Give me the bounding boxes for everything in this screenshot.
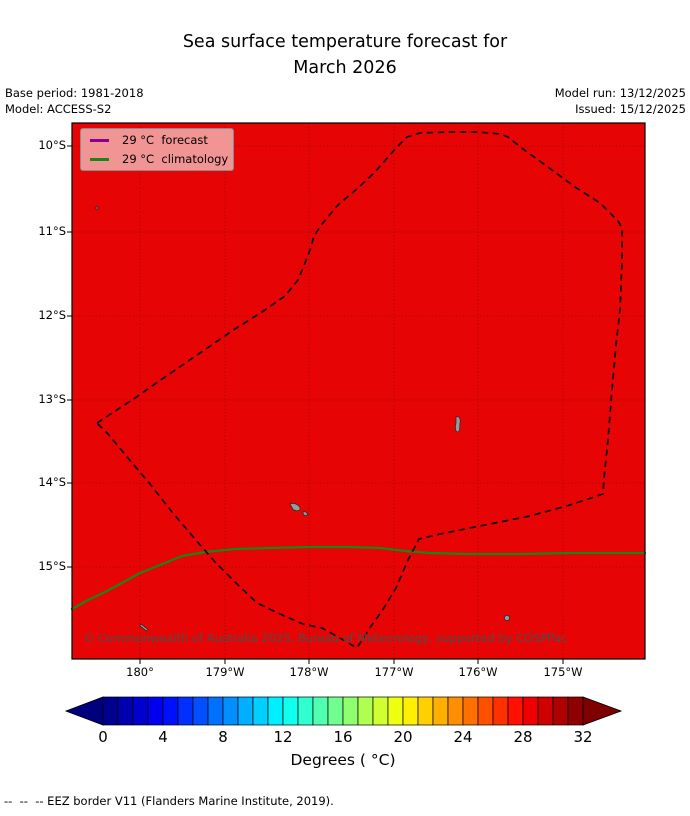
colorbar-tick-label: 0 bbox=[98, 728, 108, 746]
colorbar-cell bbox=[132, 696, 149, 726]
climatology-29c-contour bbox=[70, 545, 647, 611]
colorbar-cell bbox=[387, 696, 404, 726]
colorbar-cell bbox=[492, 696, 509, 726]
y-tick-label: 11°S bbox=[38, 224, 66, 238]
x-tick-label: 175°W bbox=[543, 665, 583, 679]
sea-fill bbox=[72, 123, 645, 659]
colorbar-label: Degrees ( °C) bbox=[290, 751, 396, 769]
sst-forecast-map bbox=[67, 122, 647, 664]
y-tick-label: 12°S bbox=[38, 308, 66, 322]
colorbar-cell bbox=[507, 696, 524, 726]
colorbar-cell bbox=[477, 696, 494, 726]
colorbar-cell bbox=[567, 696, 584, 726]
map-frame bbox=[71, 122, 646, 660]
legend-item: 29 °C climatology bbox=[81, 151, 233, 167]
colorbar-cell bbox=[552, 696, 569, 726]
colorbar-cell bbox=[447, 696, 464, 726]
colorbar-tick-label: 16 bbox=[333, 728, 353, 746]
colorbar-tick-label: 12 bbox=[273, 728, 293, 746]
island bbox=[503, 615, 510, 622]
island bbox=[139, 623, 149, 632]
colorbar-cell bbox=[237, 696, 254, 726]
colorbar-tick-label: 32 bbox=[573, 728, 593, 746]
eez-border-dashed bbox=[96, 131, 623, 649]
x-tick-label: 179°W bbox=[205, 665, 245, 679]
island bbox=[454, 416, 461, 433]
model-run-text: Model run: 13/12/2025 bbox=[554, 86, 686, 100]
y-tick-label: 13°S bbox=[38, 392, 66, 406]
x-tick-label: 176°W bbox=[458, 665, 498, 679]
colorbar-cell bbox=[522, 696, 539, 726]
colorbar-cell bbox=[177, 696, 194, 726]
colorbar-cell bbox=[357, 696, 374, 726]
legend-line-swatch bbox=[90, 157, 109, 161]
colorbar-tick-label: 28 bbox=[513, 728, 533, 746]
colorbar bbox=[64, 696, 623, 726]
colorbar-cell bbox=[432, 696, 449, 726]
y-tick-label: 14°S bbox=[38, 475, 66, 489]
colorbar-cell bbox=[252, 696, 269, 726]
y-tick-label: 15°S bbox=[38, 559, 66, 573]
colorbar-cell bbox=[462, 696, 479, 726]
colorbar-over-arrow bbox=[582, 696, 623, 726]
colorbar-cell bbox=[222, 696, 239, 726]
colorbar-cell bbox=[267, 696, 284, 726]
x-tick-label: 180° bbox=[126, 665, 154, 679]
colorbar-cell bbox=[297, 696, 314, 726]
colorbar-tick-label: 4 bbox=[158, 728, 168, 746]
colorbar-tick-label: 8 bbox=[218, 728, 228, 746]
issued-text: Issued: 15/12/2025 bbox=[575, 102, 686, 116]
x-tick-label: 178°W bbox=[289, 665, 329, 679]
colorbar-cell bbox=[102, 696, 119, 726]
colorbar-cell bbox=[312, 696, 329, 726]
map-legend: 29 °C forecast 29 °C climatology bbox=[80, 128, 234, 171]
colorbar-cell bbox=[417, 696, 434, 726]
colorbar-cell bbox=[537, 696, 554, 726]
colorbar-cell bbox=[207, 696, 224, 726]
colorbar-tick-label: 20 bbox=[393, 728, 413, 746]
colorbar-cell bbox=[372, 696, 389, 726]
legend-item: 29 °C forecast bbox=[81, 132, 233, 148]
colorbar-cell bbox=[402, 696, 419, 726]
colorbar-cell bbox=[162, 696, 179, 726]
island bbox=[95, 206, 99, 210]
colorbar-cell bbox=[327, 696, 344, 726]
colorbar-cell bbox=[282, 696, 299, 726]
legend-line-swatch bbox=[90, 138, 109, 142]
colorbar-cell bbox=[342, 696, 359, 726]
colorbar-cell bbox=[192, 696, 209, 726]
colorbar-under-arrow bbox=[64, 696, 104, 726]
footnote-eez-border: -- -- -- EEZ border V11 (Flanders Marine… bbox=[4, 794, 334, 808]
colorbar-cell bbox=[147, 696, 164, 726]
copyright-text: © Commonwealth of Australia 2025, Bureau… bbox=[83, 631, 568, 645]
island bbox=[302, 511, 308, 517]
colorbar-tick-label: 24 bbox=[453, 728, 473, 746]
figure-title-line1: Sea surface temperature forecast for bbox=[182, 32, 508, 52]
base-period-text: Base period: 1981-2018 bbox=[5, 86, 144, 100]
x-tick-label: 177°W bbox=[374, 665, 414, 679]
figure-title-line2: March 2026 bbox=[293, 58, 397, 78]
legend-item-label: 29 °C climatology bbox=[122, 152, 229, 166]
island bbox=[289, 502, 301, 512]
y-tick-label: 10°S bbox=[38, 138, 66, 152]
model-text: Model: ACCESS-S2 bbox=[5, 102, 112, 116]
legend-item-label: 29 °C forecast bbox=[122, 133, 208, 147]
colorbar-cell bbox=[117, 696, 134, 726]
